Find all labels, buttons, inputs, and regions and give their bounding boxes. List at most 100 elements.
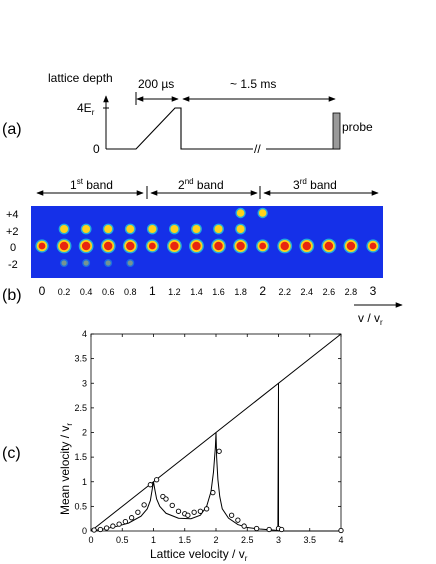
data-point: [241, 523, 247, 529]
velocity-tick-label: 2.6: [323, 287, 336, 297]
data-point: [116, 521, 122, 527]
data-point: [110, 523, 116, 529]
atom-cloud: [192, 225, 201, 233]
velocity-axis-label: v / vr: [358, 311, 383, 327]
velocity-tick-label: 0.8: [124, 287, 137, 297]
data-point: [278, 526, 285, 533]
data-point: [128, 515, 135, 521]
data-point: [191, 509, 197, 515]
data-point: [153, 477, 160, 483]
velocity-tick-label: 2.2: [278, 287, 291, 297]
atom-cloud-core: [236, 241, 245, 251]
velocity-tick-label: 1.2: [168, 287, 181, 297]
atom-cloud-core: [81, 241, 91, 251]
data-point: [197, 508, 204, 514]
band-2-label: 2nd band: [178, 177, 224, 192]
velocity-tick-label: 2: [259, 284, 266, 298]
y-axis-label: Mean velocity / vr: [58, 423, 74, 515]
velocity-tick-label: 3: [370, 284, 377, 298]
data-point: [103, 525, 110, 531]
data-point: [163, 496, 169, 502]
chart-ticks: 0 0.5 1 1.5 2 2.5 3 3.5 4 0 0.5 1 1.5 2 2.5 3 3.5 4: [74, 329, 343, 545]
velocity-tick-label: 1: [149, 284, 156, 298]
atom-cloud: [61, 260, 67, 266]
velocity-labels: 0 0.2 0.4 0.6 0.8 1 1.2 1.4 1.6 1.8 2 2.2 2.4 2.6 2.8 3: [39, 284, 377, 298]
x-tick-label: 4: [338, 535, 343, 545]
hold-duration-label: ~ 1.5 ms: [230, 77, 276, 91]
order-label-zero: 0: [10, 242, 16, 254]
atom-cloud-core: [259, 242, 267, 250]
atom-cloud: [236, 225, 245, 233]
panel-a: (a) lattice depth 4Er 0 // probe 200 µs …: [2, 71, 373, 156]
atom-cloud: [127, 260, 133, 266]
y-tick-zero: 0: [93, 142, 100, 156]
data-point: [203, 506, 210, 512]
atom-cloud-core: [59, 241, 69, 251]
y-tick-label: 1.5: [74, 452, 87, 462]
panel-a-label: (a): [2, 121, 22, 138]
velocity-tick-label: 0.6: [102, 287, 115, 297]
atom-cloud: [126, 225, 135, 233]
velocity-tick-label: 2.4: [301, 287, 314, 297]
atom-cloud-core: [302, 241, 311, 251]
atom-cloud: [214, 225, 223, 233]
data-point: [253, 525, 260, 532]
panel-c: (c) 0 0.5 1 1.5 2 2.5 3 3.5 4 0 0.5 1 1.5 2 2.5 3 3.5 4 L…: [2, 329, 344, 563]
velocity-tick-label: 1.6: [212, 287, 225, 297]
data-point: [175, 508, 182, 514]
atom-cloud: [82, 225, 91, 233]
data-point: [228, 512, 235, 518]
data-point: [135, 509, 141, 515]
atom-cloud: [83, 260, 89, 266]
atom-cloud: [105, 260, 111, 266]
atom-cloud-core: [369, 242, 377, 250]
x-tick-label: 1.5: [178, 535, 191, 545]
atom-cloud: [104, 225, 113, 233]
x-tick-label: 0: [88, 535, 93, 545]
data-point: [169, 502, 175, 509]
panel-b: (b) 1st band 2nd band 3rd band +4 +2 0 -…: [2, 177, 403, 327]
data-point: [338, 527, 344, 534]
atom-cloud: [60, 225, 69, 233]
order-label-minus2: -2: [8, 259, 18, 271]
x-tick-label: 1: [151, 535, 156, 545]
x-tick-label: 0.5: [116, 535, 129, 545]
atom-cloud-core: [324, 241, 334, 251]
atom-cloud-halo: [104, 259, 113, 267]
atom-clouds: [35, 207, 380, 267]
y-tick-4er: 4Er: [77, 101, 95, 117]
atom-cloud-core: [126, 241, 135, 251]
lattice-depth-title: lattice depth: [48, 71, 113, 85]
y-tick-label: 0.5: [74, 501, 87, 511]
velocity-tick-label: 0.4: [80, 287, 93, 297]
band-1-label: 1st band: [70, 177, 113, 192]
y-tick-label: 2.5: [74, 403, 87, 413]
data-point: [91, 527, 97, 533]
velocity-tick-label: 2.8: [345, 287, 358, 297]
y-tick-label: 4: [82, 329, 87, 339]
order-label-plus4: +4: [6, 209, 19, 221]
data-point: [235, 517, 241, 523]
probe-pulse: [332, 112, 341, 150]
probe-label: probe: [342, 120, 373, 134]
data-point: [97, 526, 104, 533]
atom-cloud: [236, 209, 245, 217]
y-tick-label: 3.5: [74, 354, 87, 364]
y-tick-label: 3: [82, 378, 87, 388]
atom-cloud: [148, 225, 157, 233]
x-tick-label: 2: [213, 535, 218, 545]
atom-cloud-core: [192, 241, 201, 251]
data-point: [122, 518, 129, 525]
x-tick-label: 2.5: [241, 535, 254, 545]
x-tick-label: 3.5: [303, 535, 316, 545]
break-mark: //: [254, 142, 261, 156]
x-axis-label: Lattice velocity / vr: [150, 547, 248, 563]
data-point: [141, 502, 147, 508]
data-point: [147, 482, 154, 488]
data-point: [210, 489, 216, 496]
atom-cloud-halo: [82, 259, 91, 267]
chart-series: [90, 333, 344, 534]
ramp-duration-label: 200 µs: [138, 77, 174, 91]
atom-cloud-core: [38, 242, 46, 250]
